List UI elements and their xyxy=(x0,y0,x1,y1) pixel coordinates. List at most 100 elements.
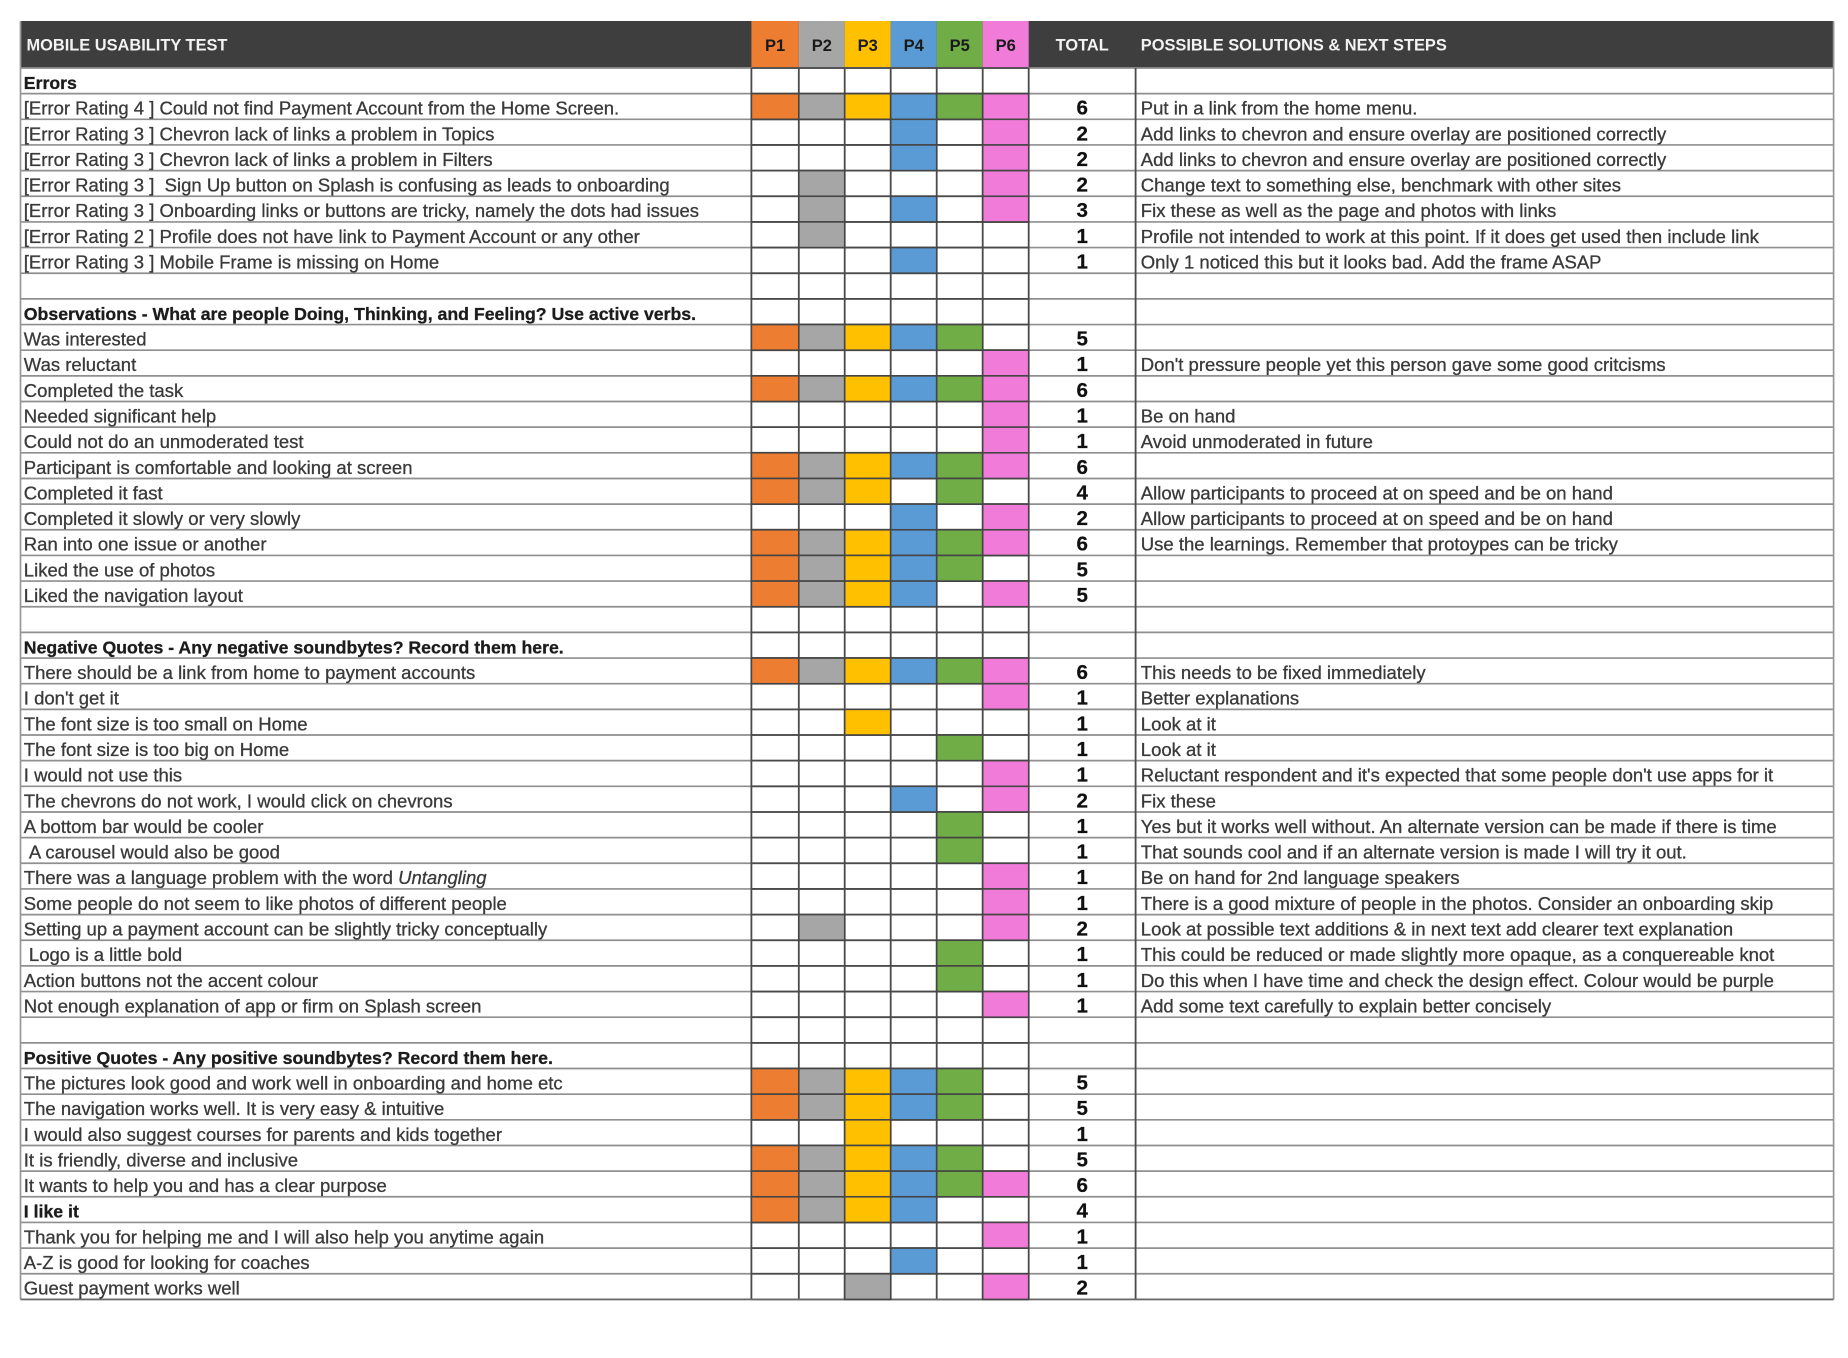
svg-text:1: 1 xyxy=(1076,764,1087,787)
svg-text:This needs to be fixed immedia: This needs to be fixed immediately xyxy=(1141,662,1427,683)
svg-text:1: 1 xyxy=(1076,969,1087,992)
svg-text:Add some text carefully to exp: Add some text carefully to explain bette… xyxy=(1141,996,1552,1017)
svg-text:Be on hand: Be on hand xyxy=(1141,405,1236,426)
svg-text:The pictures look good and wor: The pictures look good and work well in … xyxy=(24,1072,563,1093)
svg-text:I would not use this: I would not use this xyxy=(24,765,182,786)
svg-text:5: 5 xyxy=(1076,1148,1087,1171)
svg-text:1: 1 xyxy=(1076,430,1087,453)
svg-text:Profile not intended to work a: Profile not intended to work at this poi… xyxy=(1141,226,1760,247)
svg-text:2: 2 xyxy=(1076,789,1087,812)
svg-text:The navigation works well. It: The navigation works well. It is very ea… xyxy=(24,1098,445,1119)
svg-text:Fix these: Fix these xyxy=(1141,790,1216,811)
svg-text:5: 5 xyxy=(1076,584,1087,607)
svg-text:5: 5 xyxy=(1076,328,1087,351)
svg-text:It is friendly, diverse and in: It is friendly, diverse and inclusive xyxy=(24,1149,298,1170)
svg-text:2: 2 xyxy=(1076,918,1087,941)
svg-text:1: 1 xyxy=(1076,943,1087,966)
svg-text:P2: P2 xyxy=(812,37,832,55)
svg-text:A bottom bar would be cooler: A bottom bar would be cooler xyxy=(24,816,264,837)
svg-text:A carousel would also be good: A carousel would also be good xyxy=(24,842,280,863)
svg-text:2: 2 xyxy=(1076,148,1087,171)
svg-text:Action buttons not the accent: Action buttons not the accent colour xyxy=(24,970,318,991)
svg-text:5: 5 xyxy=(1076,558,1087,581)
svg-text:2: 2 xyxy=(1076,507,1087,530)
svg-text:6: 6 xyxy=(1076,379,1087,402)
svg-text:1: 1 xyxy=(1076,687,1087,710)
svg-text:Look at it: Look at it xyxy=(1141,713,1216,734)
svg-text:Change text to something else,: Change text to something else, benchmark… xyxy=(1141,175,1621,196)
svg-text:1: 1 xyxy=(1076,738,1087,761)
svg-text:Thank you for helping me and I: Thank you for helping me and I will also… xyxy=(24,1226,544,1247)
svg-text:P5: P5 xyxy=(950,37,970,55)
svg-text:There should be a link from ho: There should be a link from home to paym… xyxy=(24,662,475,683)
svg-text:Was reluctant: Was reluctant xyxy=(24,354,136,375)
svg-text:Was interested: Was interested xyxy=(24,329,147,350)
svg-text:Liked the use of photos: Liked the use of photos xyxy=(24,559,215,580)
svg-text:I don't get it: I don't get it xyxy=(24,688,119,709)
svg-text:P3: P3 xyxy=(858,37,878,55)
svg-text:1: 1 xyxy=(1076,866,1087,889)
svg-text:P6: P6 xyxy=(996,37,1016,55)
svg-text:Positive Quotes - Any positive: Positive Quotes - Any positive soundbyte… xyxy=(24,1048,553,1068)
svg-text:6: 6 xyxy=(1076,533,1087,556)
svg-text:6: 6 xyxy=(1076,456,1087,479)
svg-text:Use the learnings. Remember th: Use the learnings. Remember that protoyp… xyxy=(1141,534,1619,555)
svg-text:Observations - What are people: Observations - What are people Doing, Th… xyxy=(24,304,696,324)
svg-text:A-Z is good for looking for co: A-Z is good for looking for coaches xyxy=(24,1252,310,1273)
svg-text:Allow participants to proceed: Allow participants to proceed at on spee… xyxy=(1141,482,1613,503)
svg-text:Negative Quotes - Any negative: Negative Quotes - Any negative soundbyte… xyxy=(24,637,564,657)
svg-text:[Error Rating 3 ] Onboarding l: [Error Rating 3 ] Onboarding links or bu… xyxy=(24,200,699,221)
svg-text:[Error Rating 4 ] Could not fi: [Error Rating 4 ] Could not find Payment… xyxy=(24,98,619,119)
svg-text:P4: P4 xyxy=(904,37,925,55)
svg-text:1: 1 xyxy=(1076,815,1087,838)
svg-text:Only 1 noticed this but it loo: Only 1 noticed this but it looks bad. Ad… xyxy=(1141,252,1602,273)
svg-text:I would also suggest courses f: I would also suggest courses for parents… xyxy=(24,1124,502,1145)
svg-text:That sounds cool and if an alt: That sounds cool and if an alternate ver… xyxy=(1141,842,1687,863)
svg-text:1: 1 xyxy=(1076,404,1087,427)
svg-text:Put in a link from the home me: Put in a link from the home menu. xyxy=(1141,98,1418,119)
svg-text:Do this when I have time and c: Do this when I have time and check the d… xyxy=(1141,970,1774,991)
svg-text:P1: P1 xyxy=(765,37,785,55)
svg-text:Liked the navigation layout: Liked the navigation layout xyxy=(24,585,243,606)
svg-text:1: 1 xyxy=(1076,1123,1087,1146)
svg-text:The font size is too big on Ho: The font size is too big on Home xyxy=(24,739,289,760)
svg-text:There is a good mixture of peo: There is a good mixture of people in the… xyxy=(1141,893,1773,914)
svg-text:[Error Rating 3 ] Chevron lack: [Error Rating 3 ] Chevron lack of links … xyxy=(24,149,493,170)
svg-text:4: 4 xyxy=(1076,481,1088,504)
svg-text:Reluctant respondent and it's: Reluctant respondent and it's expected t… xyxy=(1141,765,1773,786)
svg-text:Participant is comfortable and: Participant is comfortable and looking a… xyxy=(24,457,413,478)
svg-text:The font size is too small on: The font size is too small on Home xyxy=(24,713,308,734)
svg-text:1: 1 xyxy=(1076,1225,1087,1248)
svg-text:[Error Rating 3 ] Chevron lack: [Error Rating 3 ] Chevron lack of links … xyxy=(24,123,495,144)
svg-text:Add links to chevron and ensur: Add links to chevron and ensure overlay … xyxy=(1141,149,1667,170)
svg-text:3: 3 xyxy=(1076,199,1087,222)
svg-text:Completed it fast: Completed it fast xyxy=(24,482,163,503)
svg-text:1: 1 xyxy=(1076,712,1087,735)
svg-text:1: 1 xyxy=(1076,251,1087,274)
svg-text:6: 6 xyxy=(1076,1174,1087,1197)
svg-text:1: 1 xyxy=(1076,1251,1087,1274)
svg-text:Look at possible text addition: Look at possible text additions & in nex… xyxy=(1141,919,1733,940)
svg-text:Be on hand for 2nd language sp: Be on hand for 2nd language speakers xyxy=(1141,867,1460,888)
svg-text:Look at it: Look at it xyxy=(1141,739,1216,760)
svg-text:I like it: I like it xyxy=(24,1202,79,1222)
svg-text:Errors: Errors xyxy=(24,73,77,93)
svg-text:1: 1 xyxy=(1076,225,1087,248)
svg-text:Setting up a payment account c: Setting up a payment account can be slig… xyxy=(24,919,548,940)
svg-text:4: 4 xyxy=(1076,1200,1088,1223)
svg-text:Guest payment works well: Guest payment works well xyxy=(24,1278,240,1299)
svg-text:Don't pressure people yet this: Don't pressure people yet this person ga… xyxy=(1141,354,1666,375)
svg-text:6: 6 xyxy=(1076,661,1087,684)
svg-text:TOTAL: TOTAL xyxy=(1056,37,1109,55)
svg-text:Completed it slowly or very sl: Completed it slowly or very slowly xyxy=(24,508,301,529)
svg-text:POSSIBLE SOLUTIONS & NEXT STEP: POSSIBLE SOLUTIONS & NEXT STEPS xyxy=(1141,37,1447,55)
svg-text:This could be reduced or made: This could be reduced or made slightly m… xyxy=(1141,944,1775,965)
svg-text:Avoid unmoderated in future: Avoid unmoderated in future xyxy=(1141,431,1373,452)
svg-text:2: 2 xyxy=(1076,122,1087,145)
svg-text:The chevrons do not work, I wo: The chevrons do not work, I would click … xyxy=(24,790,453,811)
svg-text:2: 2 xyxy=(1076,1277,1087,1300)
svg-text:Allow participants to proceed: Allow participants to proceed at on spee… xyxy=(1141,508,1613,529)
svg-text:Not enough explanation of app: Not enough explanation of app or firm on… xyxy=(24,996,482,1017)
svg-text:Logo is a little bold: Logo is a little bold xyxy=(24,944,182,965)
svg-text:1: 1 xyxy=(1076,995,1087,1018)
